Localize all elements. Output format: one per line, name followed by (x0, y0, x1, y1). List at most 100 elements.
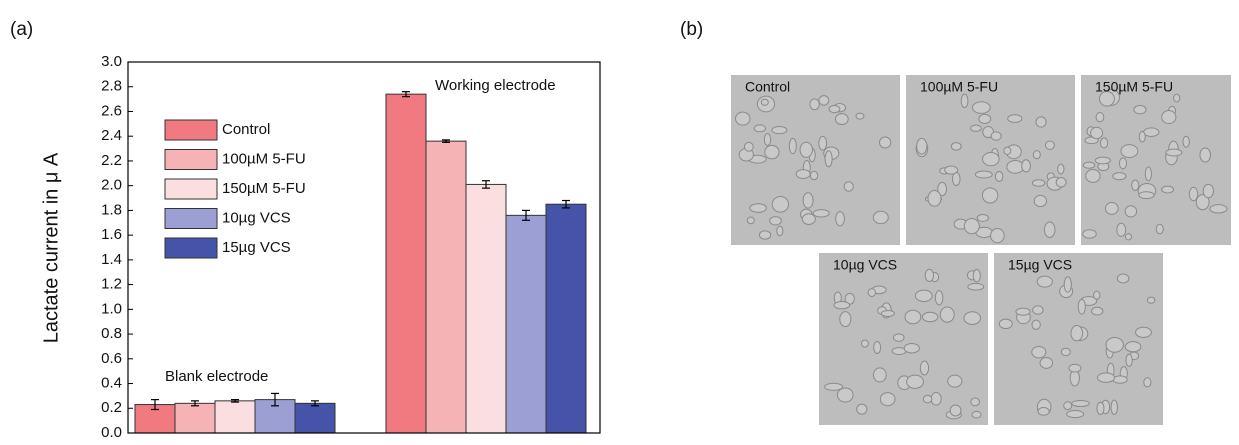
cell (1072, 400, 1090, 406)
cell (825, 151, 832, 167)
legend-swatch (165, 120, 217, 140)
cell (873, 368, 886, 382)
cell (1037, 276, 1052, 287)
cell (1045, 141, 1054, 149)
cell (856, 113, 864, 119)
bar (215, 401, 255, 433)
cell (880, 393, 895, 406)
cell (1064, 277, 1071, 292)
cell (971, 398, 980, 406)
legend-swatch (165, 179, 217, 199)
micrograph-label: Control (745, 79, 790, 95)
cell (928, 191, 941, 207)
legend-label: 15µg VCS (222, 239, 291, 256)
bar (546, 204, 586, 433)
y-tick-label: 1.6 (101, 226, 122, 243)
cell (789, 138, 796, 153)
cell (983, 153, 1000, 166)
cell (964, 219, 979, 234)
legend-swatch (165, 238, 217, 258)
y-tick-label: 0.2 (101, 399, 122, 416)
cell (995, 171, 1002, 181)
bar (386, 94, 426, 433)
panel-label: (b) (680, 19, 703, 40)
y-tick-label: 2.0 (101, 177, 122, 194)
cell (1145, 167, 1151, 181)
cell (1069, 364, 1081, 372)
micrograph: 100µM 5-FU (906, 75, 1075, 245)
cell (1096, 112, 1104, 121)
cell (770, 217, 782, 225)
cell (834, 301, 850, 308)
cell (1032, 320, 1040, 329)
cell (761, 99, 768, 105)
category-label: Working electrode (435, 77, 556, 94)
cell (1125, 234, 1131, 240)
cell (835, 114, 848, 125)
y-tick-label: 0.4 (101, 375, 122, 392)
cell (844, 182, 853, 192)
cell (952, 172, 960, 185)
cell (968, 283, 984, 290)
micrograph: 10µg VCS (819, 253, 988, 425)
y-axis-label: Lactate current in μ A (40, 152, 62, 343)
cell (905, 310, 921, 324)
cell (803, 193, 813, 208)
cell (894, 334, 905, 341)
cell (1094, 291, 1100, 299)
y-tick-label: 1.2 (101, 276, 122, 293)
cell (972, 411, 981, 418)
cell (1117, 223, 1126, 236)
cell (1174, 94, 1180, 102)
y-tick-label: 1.4 (101, 251, 122, 268)
cell (923, 395, 932, 402)
cell (1100, 138, 1107, 148)
y-tick-label: 0.0 (101, 424, 122, 440)
cell (964, 312, 981, 325)
cell (765, 145, 779, 158)
cell (1125, 206, 1137, 217)
cell (1058, 164, 1064, 174)
cell (1183, 136, 1189, 147)
micrograph-label: 150µM 5-FU (1095, 79, 1173, 95)
cell (917, 138, 927, 154)
cell (1078, 299, 1085, 314)
cell (802, 214, 815, 225)
cell (1032, 180, 1044, 187)
cell (925, 269, 933, 281)
cell (951, 143, 961, 151)
micrograph: Control (731, 75, 900, 245)
cell (940, 307, 954, 322)
cell (1121, 145, 1138, 158)
cell (754, 125, 765, 132)
cell (874, 341, 881, 353)
cell (800, 142, 812, 157)
cell (880, 137, 891, 148)
cell (759, 231, 770, 239)
micrograph: 150µM 5-FU (1081, 75, 1231, 245)
cell (777, 226, 783, 236)
cell (1162, 111, 1176, 124)
cell (1071, 326, 1083, 341)
cell (920, 361, 928, 375)
y-tick-label: 3.0 (101, 53, 122, 70)
cell (973, 270, 980, 282)
cell (1061, 348, 1070, 355)
cell (1040, 358, 1053, 369)
y-tick-label: 1.8 (101, 201, 122, 218)
cell (1022, 160, 1031, 172)
cell (837, 388, 853, 402)
legend-label: Control (222, 121, 270, 138)
cell (922, 312, 938, 321)
cell (1144, 378, 1151, 387)
y-tick-label: 2.6 (101, 102, 122, 119)
y-tick-label: 0.6 (101, 350, 122, 367)
figure: (a) (b) Lactate current in μ A 0.00.20.4… (0, 0, 1239, 440)
cell (961, 94, 968, 107)
y-tick-label: 2.4 (101, 127, 122, 144)
cell (857, 404, 867, 414)
cell (907, 375, 924, 388)
cell (1097, 402, 1104, 414)
legend-label: 100µM 5-FU (222, 150, 306, 167)
legend-swatch (165, 209, 217, 229)
